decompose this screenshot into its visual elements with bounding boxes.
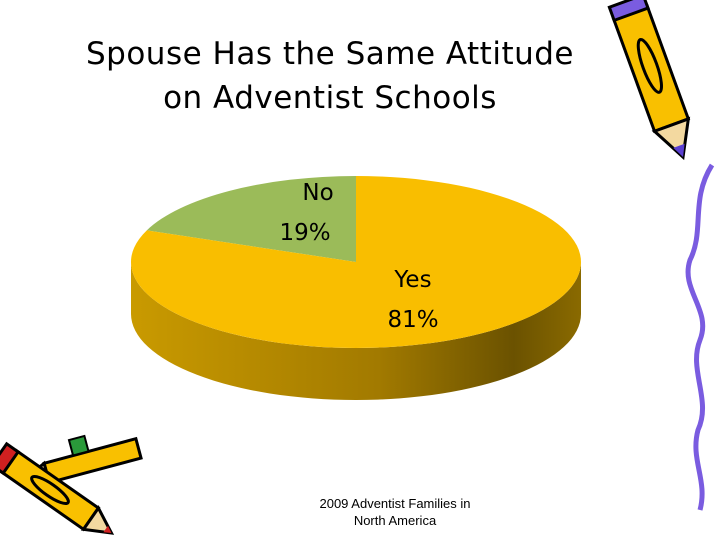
pencil-icon bbox=[607, 0, 691, 161]
pie-slice-yes bbox=[131, 176, 582, 349]
pie-chart bbox=[131, 176, 582, 400]
pie-side-yes bbox=[131, 262, 581, 400]
title-line-1: Spouse Has the Same Attitude bbox=[85, 36, 575, 72]
caption-line-1: 2009 Adventist Families in bbox=[319, 496, 471, 511]
caption-line-2: North America bbox=[353, 513, 437, 528]
squiggle-line bbox=[685, 163, 715, 511]
label-yes-pct: 81% bbox=[387, 307, 438, 333]
label-no-name: No bbox=[302, 180, 333, 206]
title-line-2: on Adventist Schools bbox=[163, 80, 497, 116]
label-no-pct: 19% bbox=[279, 220, 330, 246]
label-yes-name: Yes bbox=[393, 267, 431, 293]
chart-title: Spouse Has the Same Attitude on Adventis… bbox=[40, 32, 620, 120]
pie-slice-no bbox=[146, 176, 356, 262]
pencils-icon bbox=[0, 434, 143, 535]
source-caption: 2009 Adventist Families in North America bbox=[290, 495, 500, 529]
